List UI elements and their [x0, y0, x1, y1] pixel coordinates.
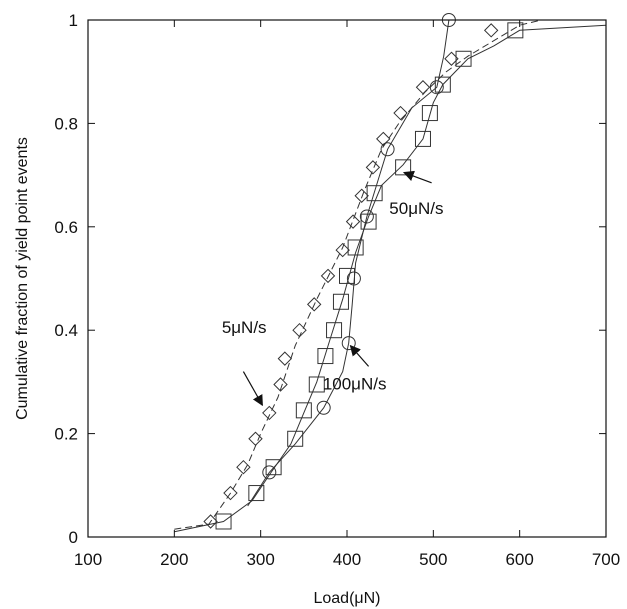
- data-point-square: [507, 22, 524, 39]
- y-tick-label: 1: [69, 11, 78, 30]
- data-point-square: [339, 267, 355, 284]
- x-tick-label: 600: [505, 550, 533, 569]
- annotation-arrow: [242, 371, 263, 407]
- data-point-diamond: [203, 514, 218, 529]
- data-point-circle: [380, 142, 395, 157]
- x-tick-label: 300: [246, 550, 274, 569]
- data-point-circle: [359, 209, 374, 224]
- data-point-square: [455, 50, 472, 67]
- data-point-diamond: [345, 214, 361, 229]
- data-point-square: [326, 322, 343, 339]
- data-point-square: [287, 430, 304, 447]
- x-tick-label: 100: [74, 550, 102, 569]
- data-point-square: [395, 159, 412, 176]
- data-point-square: [414, 130, 431, 147]
- annotation-arrow: [402, 170, 432, 184]
- x-axis-label: Load(μN): [313, 590, 380, 607]
- data-point-diamond: [273, 377, 288, 392]
- annotations: 5μN/s 100μN/s 50μN/s: [222, 170, 444, 407]
- data-point-diamond: [376, 131, 391, 147]
- data-point-square: [295, 402, 312, 419]
- annotation-label: 100μN/s: [323, 375, 387, 394]
- series-square-line: [174, 24, 607, 533]
- data-point-circle: [429, 80, 444, 95]
- data-point-square: [332, 293, 349, 310]
- series-curves: [174, 19, 607, 533]
- series-markers: [203, 13, 524, 530]
- annotation-label: 50μN/s: [389, 199, 443, 218]
- data-point-diamond: [236, 459, 251, 475]
- x-tick-label: 400: [333, 550, 361, 569]
- data-point-square: [366, 185, 383, 202]
- data-point-diamond: [365, 160, 381, 175]
- series-diamond-line: [174, 19, 606, 530]
- data-point-circle: [346, 271, 361, 286]
- data-point-square: [308, 376, 325, 393]
- data-point-square: [347, 239, 364, 256]
- axis-ticks: 100 200 300 400 500 600 700 0 0.2 0.4 0.6 0.8 1: [54, 11, 620, 569]
- data-point-diamond: [393, 105, 408, 121]
- y-tick-label: 0.2: [54, 425, 78, 444]
- x-tick-label: 200: [160, 550, 188, 569]
- data-point-circle: [316, 400, 331, 415]
- y-tick-label: 0.4: [54, 321, 78, 340]
- data-point-square: [215, 513, 232, 530]
- data-point-circle: [262, 465, 277, 480]
- annotation-label: 5μN/s: [222, 318, 267, 337]
- data-point-diamond: [262, 405, 277, 421]
- data-point-diamond: [292, 322, 307, 338]
- data-point-square: [248, 485, 265, 502]
- x-tick-label: 500: [419, 550, 447, 569]
- data-point-diamond: [483, 23, 499, 38]
- y-tick-label: 0: [69, 528, 78, 547]
- data-point-square: [360, 213, 377, 230]
- data-point-diamond: [223, 485, 238, 501]
- data-point-diamond: [320, 268, 336, 284]
- y-tick-label: 0.8: [54, 114, 78, 133]
- data-point-diamond: [354, 188, 369, 203]
- data-point-circle: [341, 336, 356, 351]
- data-point-diamond: [306, 297, 322, 312]
- annotation-arrow: [349, 344, 370, 367]
- data-point-diamond: [248, 431, 263, 446]
- data-point-diamond: [415, 80, 431, 95]
- series-circle-line: [247, 19, 450, 507]
- y-tick-label: 0.6: [54, 218, 78, 237]
- data-point-square: [434, 76, 451, 93]
- x-tick-label: 700: [592, 550, 620, 569]
- data-point-square: [317, 348, 334, 365]
- data-point-diamond: [277, 351, 293, 366]
- y-axis-label: Cumulative fraction of yield point event…: [14, 137, 31, 420]
- data-point-diamond: [335, 242, 350, 258]
- data-point-square: [421, 105, 438, 122]
